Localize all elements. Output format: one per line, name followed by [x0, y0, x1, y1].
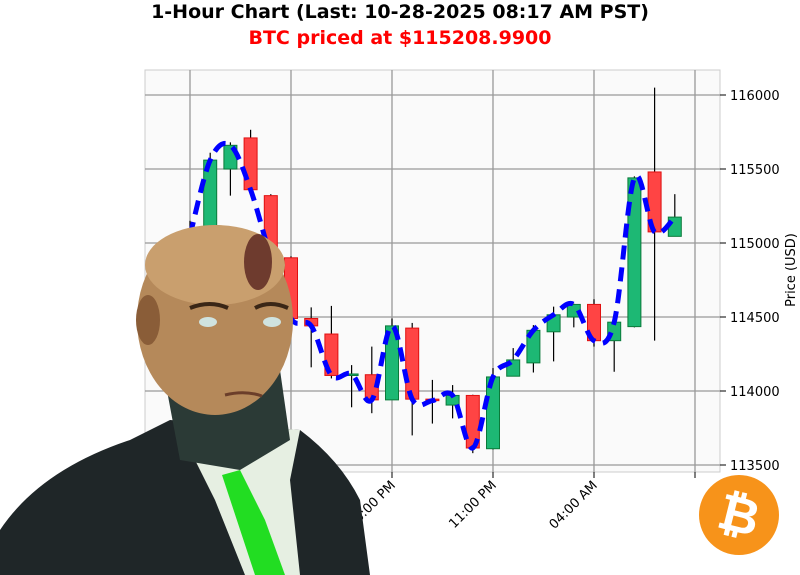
y-tick-label: 114500 — [730, 311, 780, 326]
candle-body — [243, 137, 258, 191]
candle-body — [486, 376, 500, 450]
x-tick-label: 04:00 AM — [547, 478, 601, 532]
bitcoin-logo: ₿ — [699, 475, 779, 555]
candle-body — [627, 177, 642, 328]
candle-body — [203, 159, 218, 237]
y-tick-label: 116000 — [730, 89, 780, 104]
candle-body — [385, 325, 399, 401]
y-tick-label: 113500 — [730, 459, 780, 474]
y-tick-label: 115500 — [730, 163, 780, 178]
y-tick-label: 115000 — [730, 237, 780, 252]
tie — [222, 470, 285, 575]
chart-title: 1-Hour Chart (Last: 10-28-2025 08:17 AM … — [151, 1, 649, 23]
y-tick-label: 114000 — [730, 385, 780, 400]
x-tick-label: 11:00 PM — [446, 478, 499, 531]
character-portrait — [0, 225, 370, 575]
candle-body — [405, 327, 420, 400]
y-axis-label: Price (USD) — [784, 233, 799, 307]
price-subtitle: BTC priced at $115208.9900 — [248, 27, 552, 49]
